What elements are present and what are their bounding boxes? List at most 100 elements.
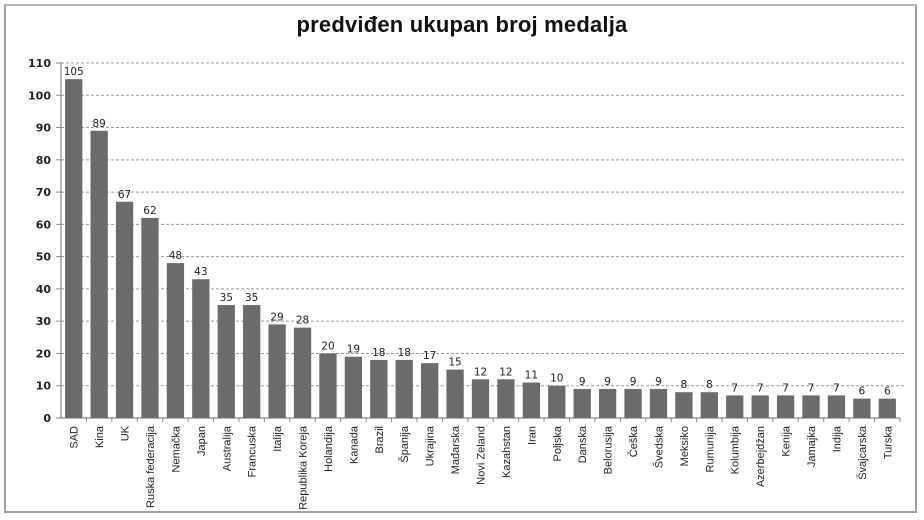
bar	[776, 395, 795, 418]
x-category-label: Mađarska	[450, 425, 462, 474]
x-category-label: Kina	[94, 425, 106, 448]
bar	[675, 392, 693, 418]
bar	[319, 353, 337, 418]
x-category-label: Rumunija	[704, 425, 716, 472]
bar-value-label: 7	[757, 382, 764, 394]
bar	[370, 359, 388, 418]
x-category-label: Indija	[831, 425, 843, 452]
bar-value-label: 6	[884, 386, 891, 398]
bar	[878, 398, 896, 418]
bar-value-label: 15	[448, 357, 461, 369]
bar-value-label: 67	[118, 189, 131, 201]
x-category-label: Nemačka	[170, 425, 182, 472]
bar-value-label: 7	[731, 382, 738, 394]
y-tick-label: 90	[36, 122, 52, 135]
bar	[166, 263, 185, 418]
bar-value-label: 18	[398, 347, 411, 359]
bar	[598, 388, 617, 418]
y-tick-label: 60	[36, 218, 52, 231]
x-category-label: Danska	[577, 425, 589, 463]
y-tick-label: 20	[36, 347, 52, 360]
bar	[192, 279, 210, 418]
x-category-label: Meksiko	[679, 426, 691, 466]
bar-value-label: 28	[296, 315, 309, 327]
chart-title: predviđen ukupan broj medalja	[296, 12, 628, 37]
bar-value-label: 12	[499, 366, 512, 378]
bar	[700, 392, 718, 418]
bar	[573, 388, 591, 418]
x-category-label: Jamajka	[806, 425, 818, 467]
bar-value-label: 19	[347, 344, 360, 356]
bar	[827, 395, 846, 418]
x-category-label: Turska	[882, 425, 894, 459]
bar	[624, 388, 642, 418]
bar-value-label: 62	[143, 205, 156, 217]
bar-value-label: 17	[423, 350, 436, 362]
bar-value-label: 10	[550, 373, 563, 385]
bar-value-label: 43	[194, 266, 207, 278]
bar	[497, 379, 515, 418]
bar-value-label: 9	[579, 376, 586, 388]
y-tick-label: 50	[36, 251, 52, 264]
x-category-label: Švedska	[652, 425, 665, 468]
x-category-label: Republika Koreja	[298, 425, 310, 510]
bar-value-label: 35	[220, 292, 233, 304]
y-tick-label: 40	[36, 283, 52, 296]
x-category-label: UK	[120, 425, 132, 441]
bar-value-label: 12	[474, 366, 487, 378]
bar	[217, 305, 235, 418]
bar	[802, 395, 820, 418]
x-category-label: Iran	[526, 426, 538, 445]
bar-value-label: 11	[525, 370, 538, 382]
x-category-label: SAD	[69, 426, 81, 449]
bar-value-label: 9	[655, 376, 662, 388]
bar	[65, 79, 83, 419]
bar-value-label: 29	[270, 311, 283, 323]
x-category-label: Češka	[627, 425, 640, 457]
x-category-label: Španija	[398, 425, 411, 463]
y-tick-label: 80	[36, 154, 52, 167]
bar	[395, 359, 413, 418]
bar	[90, 130, 108, 419]
bar	[141, 217, 159, 418]
x-category-label: Holandija	[323, 425, 335, 472]
bar	[548, 385, 566, 418]
bar-value-label: 48	[169, 250, 182, 262]
x-category-label: Brazil	[374, 426, 386, 454]
y-tick-label: 110	[28, 57, 51, 70]
bar	[471, 379, 490, 418]
x-category-label: Ruska federacija	[145, 425, 157, 508]
bar-value-label: 8	[681, 379, 688, 391]
x-category-label: Australija	[221, 425, 233, 471]
bar-value-label: 9	[630, 376, 637, 388]
x-category-label: Poljska	[552, 425, 564, 461]
y-tick-label: 10	[36, 380, 52, 393]
bar-value-label: 20	[321, 340, 334, 352]
bar-value-label: 105	[64, 66, 84, 78]
bar	[293, 327, 312, 418]
bar	[751, 395, 769, 418]
bar	[446, 369, 464, 418]
bar	[853, 398, 871, 418]
bar	[649, 388, 668, 418]
x-category-label: Japan	[196, 426, 208, 456]
bar-value-label: 6	[859, 386, 866, 398]
bar	[268, 324, 286, 418]
bar-value-label: 9	[604, 376, 611, 388]
x-category-label: Kenija	[781, 425, 793, 456]
bar	[243, 305, 261, 418]
x-category-label: Kanada	[348, 425, 360, 464]
x-category-label: Belorusija	[603, 425, 615, 474]
x-category-label: Kazahstan	[501, 426, 513, 478]
bar-value-label: 35	[245, 292, 258, 304]
y-tick-label: 30	[36, 315, 52, 328]
y-tick-label: 100	[28, 89, 51, 102]
y-tick-label: 0	[43, 412, 51, 425]
bar-value-label: 7	[833, 382, 840, 394]
x-category-label: Švajcarska	[856, 425, 869, 480]
bar-value-label: 89	[92, 118, 105, 130]
x-category-label: Francuska	[247, 425, 259, 477]
bar	[115, 201, 134, 418]
x-category-label: Kolumbija	[730, 425, 742, 474]
